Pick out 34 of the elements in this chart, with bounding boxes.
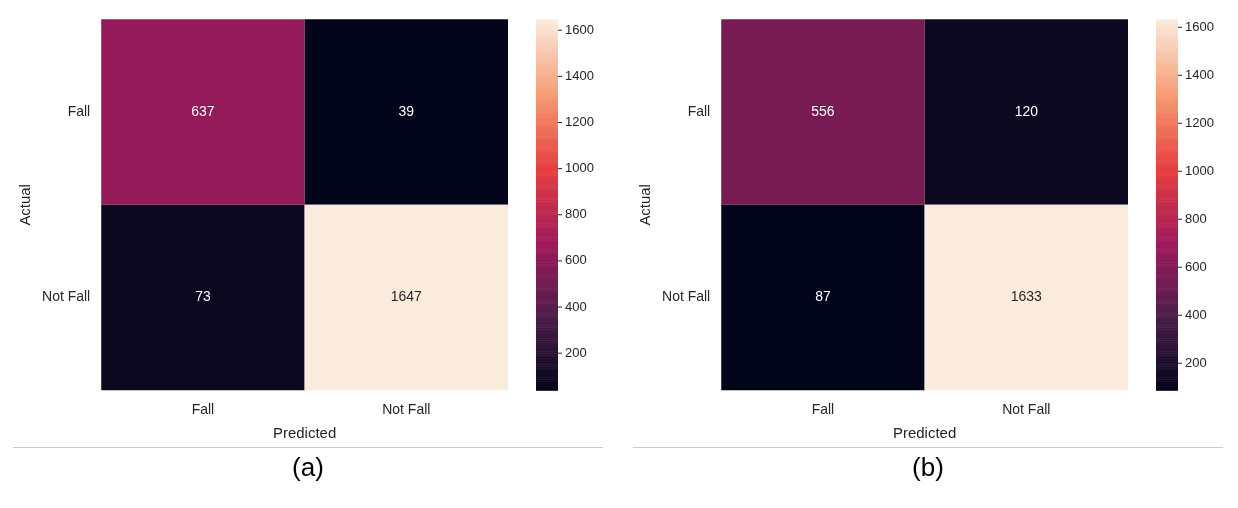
text: (a) bbox=[292, 452, 324, 483]
color-bar-label: 200 bbox=[1185, 354, 1207, 370]
data-label: 556 bbox=[811, 102, 835, 119]
color-bar-label: 1000 bbox=[565, 160, 594, 176]
x-tick-label: Fall bbox=[191, 400, 215, 417]
x-tick-label: Fall bbox=[811, 400, 835, 417]
color-bar-label: 400 bbox=[1185, 306, 1207, 322]
color-bar-label: 800 bbox=[1185, 210, 1207, 226]
x-axis-title: Predicted bbox=[892, 424, 957, 442]
color-bar-label: 1600 bbox=[1185, 18, 1214, 34]
data-label: 39 bbox=[398, 102, 415, 119]
data-label: 1647 bbox=[390, 288, 423, 305]
color-bar-label: 1400 bbox=[1185, 66, 1214, 82]
x-tick-label: Not Fall bbox=[1002, 400, 1051, 417]
data-label: 87 bbox=[815, 288, 831, 305]
color-bar-label: 600 bbox=[1185, 258, 1207, 274]
y-axis-title: Actual bbox=[16, 184, 34, 226]
color-bar-label: 800 bbox=[565, 206, 587, 222]
x-axis-title: Predicted bbox=[272, 424, 337, 442]
color-bar-label: 1400 bbox=[565, 67, 594, 83]
data-label: 1633 bbox=[1010, 288, 1043, 305]
data-label: 120 bbox=[1014, 102, 1039, 119]
y-axis-title: Actual bbox=[636, 184, 654, 226]
data-label: 73 bbox=[195, 288, 211, 305]
x-tick-label: Not Fall bbox=[382, 400, 431, 417]
color-bar-label: 200 bbox=[565, 344, 587, 360]
color-bar-label: 1000 bbox=[1185, 162, 1214, 178]
data-label: 637 bbox=[191, 102, 215, 119]
color-bar-label: 600 bbox=[565, 252, 587, 268]
color-bar-label: 1200 bbox=[565, 114, 594, 130]
color-bar-label: 1200 bbox=[1185, 114, 1214, 130]
color-bar-label: 1600 bbox=[565, 21, 594, 37]
color-bar-label: 400 bbox=[565, 298, 587, 314]
text: (b) bbox=[912, 452, 944, 483]
